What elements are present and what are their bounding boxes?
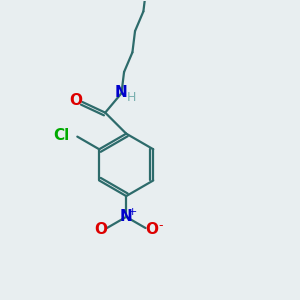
Text: O: O	[146, 222, 159, 237]
Text: N: N	[115, 85, 128, 100]
Text: -: -	[159, 219, 163, 232]
Text: O: O	[94, 222, 107, 237]
Text: Cl: Cl	[54, 128, 70, 142]
Text: H: H	[127, 91, 136, 104]
Text: O: O	[69, 93, 82, 108]
Text: +: +	[128, 206, 137, 217]
Text: N: N	[120, 209, 133, 224]
